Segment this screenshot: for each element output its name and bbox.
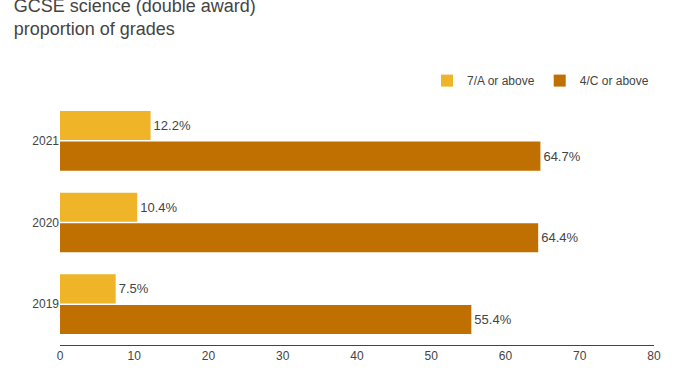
- svg-text:2021: 2021: [32, 134, 59, 148]
- svg-text:60: 60: [499, 349, 513, 363]
- svg-text:50: 50: [425, 349, 439, 363]
- svg-text:30: 30: [276, 349, 290, 363]
- svg-text:10.4%: 10.4%: [140, 200, 177, 215]
- svg-text:10: 10: [128, 349, 142, 363]
- svg-text:64.4%: 64.4%: [541, 230, 578, 245]
- svg-text:80: 80: [647, 349, 661, 363]
- svg-text:4/C or above: 4/C or above: [580, 74, 649, 88]
- svg-text:2020: 2020: [32, 216, 59, 230]
- svg-text:7/A or above: 7/A or above: [467, 74, 535, 88]
- svg-text:12.2%: 12.2%: [154, 118, 191, 133]
- svg-text:7.5%: 7.5%: [119, 281, 149, 296]
- svg-text:64.7%: 64.7%: [543, 149, 580, 164]
- svg-text:20: 20: [202, 349, 216, 363]
- svg-text:GCSE science (double award)pro: GCSE science (double award)proportion of…: [14, 0, 256, 39]
- svg-text:55.4%: 55.4%: [474, 312, 511, 327]
- svg-text:40: 40: [350, 349, 364, 363]
- svg-text:70: 70: [573, 349, 587, 363]
- svg-text:2019: 2019: [32, 297, 59, 311]
- svg-text:0: 0: [57, 349, 64, 363]
